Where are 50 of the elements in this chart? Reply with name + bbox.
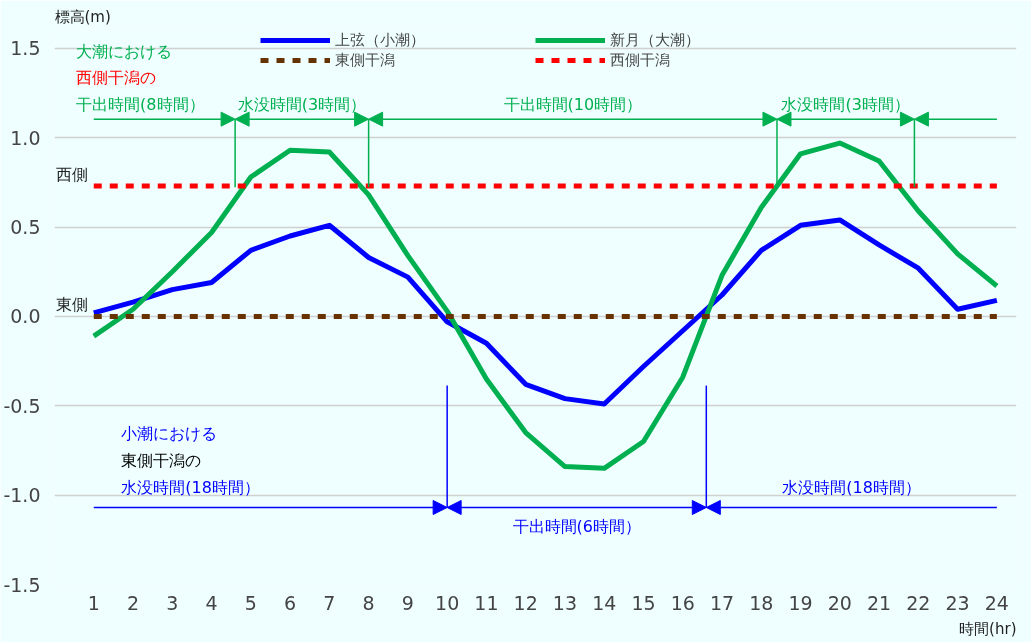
y-tick-label: -1.0: [3, 484, 41, 507]
x-tick-label: 20: [827, 591, 852, 614]
x-tick-label: 17: [709, 591, 735, 614]
x-tick-label: 1: [87, 591, 100, 614]
annotation: 干出時間(10時間）: [503, 95, 643, 115]
x-tick-label: 9: [401, 591, 414, 614]
annotation: 干出時間(6時間）: [512, 517, 641, 537]
x-tick-label: 22: [906, 591, 931, 614]
x-tick-label: 19: [788, 591, 813, 614]
x-tick-label: 3: [166, 591, 179, 614]
annotation: 小潮における: [121, 424, 218, 444]
annotation: 水没時間(3時間）: [237, 95, 367, 115]
annotation: 大潮における: [76, 41, 173, 61]
annotation: 水没時間(18時間）: [121, 477, 260, 497]
y-tick-label: 0.5: [10, 216, 41, 239]
y-tick-label: 0.0: [10, 305, 41, 328]
annotation: 水没時間(3時間）: [781, 95, 910, 115]
x-tick-label: 14: [592, 591, 617, 614]
legend-label: 西側干潟: [610, 50, 671, 70]
x-tick-label: 8: [362, 591, 375, 614]
annotation: 東側: [55, 295, 88, 315]
x-tick-label: 6: [284, 591, 297, 614]
x-tick-label: 7: [323, 591, 336, 614]
legend-label: 上弦（小潮）: [335, 30, 426, 50]
y-tick-label: -0.5: [3, 394, 41, 417]
annotation: 西側: [55, 164, 88, 184]
x-tick-label: 18: [749, 591, 774, 614]
annotation: 水没時間(18時間）: [782, 477, 921, 497]
x-tick-label: 16: [670, 591, 695, 614]
x-tick-label: 11: [474, 591, 499, 614]
x-tick-label: 5: [244, 591, 257, 614]
x-tick-label: 13: [552, 591, 578, 614]
y-tick-label: 1.0: [10, 126, 41, 149]
x-tick-label: 21: [866, 591, 892, 614]
y-tick-label: 1.5: [10, 37, 41, 60]
y-axis-title: 標高(m): [54, 7, 111, 26]
x-tick-label: 23: [945, 591, 970, 614]
annotation: 西側干潟の: [76, 68, 157, 88]
annotation: 東側干潟の: [121, 450, 202, 470]
x-tick-label: 12: [513, 591, 538, 614]
y-tick-label: -1.5: [3, 573, 41, 596]
x-tick-label: 10: [435, 591, 460, 614]
x-tick-label: 2: [126, 591, 140, 614]
x-tick-label: 4: [205, 591, 218, 614]
legend-label: 新月（大潮）: [610, 30, 701, 50]
legend-label: 東側干潟: [335, 50, 396, 70]
x-axis-title: 時間(hr): [959, 619, 1017, 638]
x-tick-label: 24: [984, 591, 1009, 614]
x-tick-label: 15: [631, 591, 656, 614]
annotation: 干出時間(8時間）: [76, 95, 205, 115]
